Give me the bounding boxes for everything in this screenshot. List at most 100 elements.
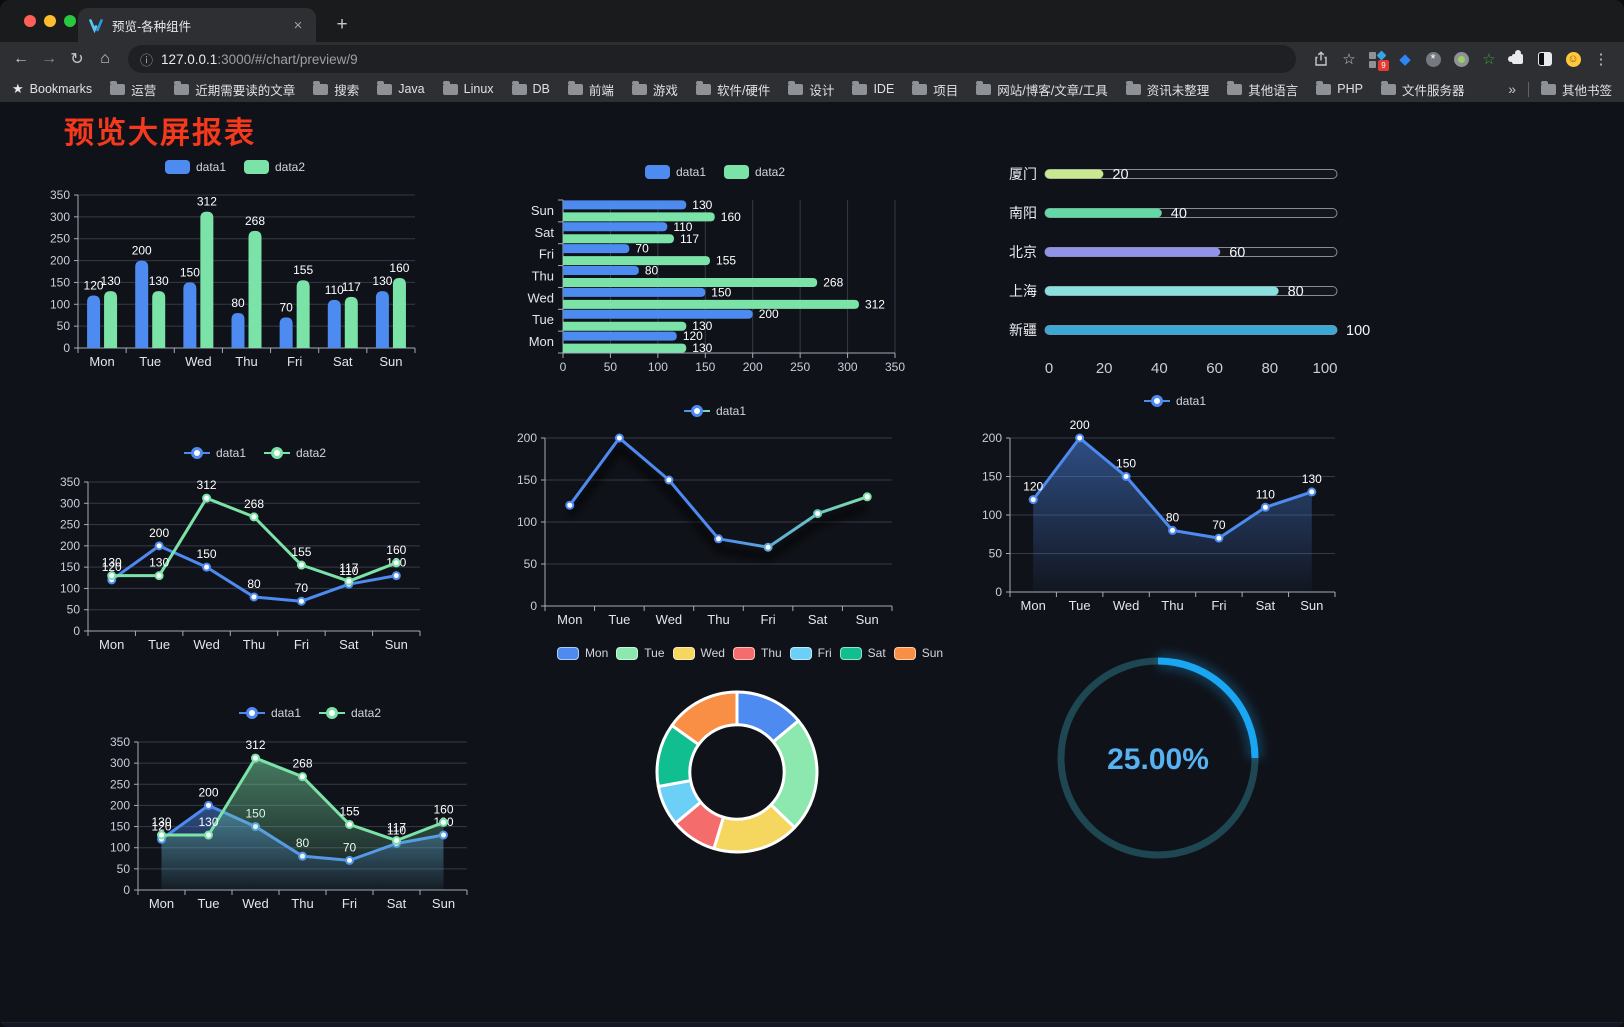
ext-dark-circle-icon[interactable]: * [1424,50,1442,68]
legend-item[interactable]: data1 [683,404,746,418]
bookmark-folder[interactable]: PHP [1316,80,1363,96]
svg-text:200: 200 [149,526,169,540]
chart-donut[interactable]: Mon Tue Wed Thu Fri Sat Sun [540,642,960,894]
chart-area-dual[interactable]: data1 data2 0 50 100 150 200 250 300 350 Mon Tue Wed… [95,702,525,920]
chart-canvas[interactable]: 25.00% [1020,636,1300,880]
bookmark-folder[interactable]: Java [377,80,425,96]
legend-item[interactable]: data2 [724,165,785,179]
legend-item[interactable]: Mon [556,646,608,660]
chart-canvas[interactable]: 0 50 100 150 200 Mon Tue Wed Thu Fri Sat Sun 120 200 1… [960,412,1390,612]
chart-legend: data1 [960,390,1390,412]
svg-text:Sat: Sat [333,354,353,369]
svg-text:Tue: Tue [198,896,220,911]
tab-close-icon[interactable]: × [293,16,303,34]
bookmarks-manager[interactable]: ★ Bookmarks [12,81,92,97]
svg-text:50: 50 [524,557,538,571]
legend-item[interactable]: Fri [789,646,832,660]
ext-gem-icon[interactable]: ◆ [1399,51,1411,68]
chart-canvas[interactable]: 0 50 100 150 200 250 300 350 Mon Tue Wed Thu Fri Sat S… [95,724,525,920]
bookmark-folder[interactable]: 运营 [110,80,156,99]
chart-grouped-bar[interactable]: data1 data2 0 50 100 150 200 250 300 350 Mon Tue Wed… [40,156,430,374]
bookmark-folder[interactable]: 网站/博客/文章/工具 [976,80,1108,99]
svg-text:117: 117 [387,821,406,835]
bookmark-folder[interactable]: 游戏 [631,80,678,99]
bookmark-star-icon[interactable]: ☆ [1342,51,1356,68]
chart-canvas[interactable]: 0 50 100 150 200 250 300 350 Mon Tue Wed Thu Fri Sat S… [40,464,470,660]
legend-item[interactable]: Tue [616,646,665,660]
svg-text:200: 200 [517,431,537,445]
chart-area-single[interactable]: data1 0 50 100 150 200 Mon Tue Wed Thu Fri Sat Sun 12… [960,390,1390,612]
svg-text:120: 120 [1023,480,1043,494]
new-tab-button[interactable]: + [336,14,348,35]
legend-item[interactable]: Thu [732,646,782,660]
legend-item[interactable]: data1 [644,165,706,179]
bookmark-folder[interactable]: 搜索 [313,80,359,99]
browser-tab[interactable]: 预览-各种组件 × [78,8,316,42]
ext-squares-icon[interactable]: 9 [1368,50,1389,71]
bookmarks-label: Bookmarks [29,82,93,96]
bookmark-folder[interactable]: 其他语言 [1227,80,1298,99]
site-info-icon[interactable]: ⓘ [140,52,154,68]
window-zoom-button[interactable] [64,15,76,27]
chart-city-progress[interactable]: 厦门 20 南阳 40 北京 60 上海 80 新疆 100 0 20 40 60 80 100 [960,154,1390,386]
svg-text:200: 200 [198,785,218,799]
back-icon[interactable]: ← [13,50,29,67]
legend-item[interactable]: data1 [183,446,246,460]
bookmark-folder[interactable]: 文件服务器 [1380,80,1464,99]
svg-text:150: 150 [110,820,130,834]
ext-green-circle-icon[interactable] [1452,50,1470,68]
svg-text:50: 50 [604,360,618,374]
window-close-button[interactable] [24,15,36,27]
svg-text:130: 130 [692,198,712,212]
chart-horizontal-bar[interactable]: data1 data2 0 50 100 150 200 250 300 350 Sun Sat Fri… [505,161,925,379]
reload-icon[interactable]: ↻ [70,51,84,68]
extensions-puzzle-icon[interactable] [1507,50,1526,68]
legend-item[interactable]: Sat [839,646,886,660]
forward-icon[interactable]: → [41,50,57,67]
bookmarks-overflow-icon[interactable]: » [1508,81,1516,97]
chart-canvas[interactable]: 0 50 100 150 200 250 300 350 Mon Tue Wed Thu Fri Sat S… [40,178,430,374]
bookmark-folder[interactable]: 项目 [912,80,958,99]
legend-item[interactable]: data1 [164,160,226,174]
url-bar[interactable]: ⓘ 127.0.0.1:3000/#/chart/preview/9 [128,45,1296,73]
legend-item[interactable]: data2 [264,446,326,460]
other-bookmarks-label: 其他书签 [1561,83,1612,98]
legend-item[interactable]: data2 [319,706,381,720]
bookmark-folder[interactable]: Linux [442,80,494,96]
window-minimize-button[interactable] [44,15,56,27]
chart-line-gradient[interactable]: data1 0 50 100 150 200 Mon Tue Wed Thu Fri Sat Sun [505,400,925,630]
browser-menu-icon[interactable]: ⋮ [1593,51,1609,68]
svg-text:130: 130 [692,319,712,333]
chart-canvas[interactable]: 厦门 20 南阳 40 北京 60 上海 80 新疆 100 0 20 40 60 80 100 [960,154,1390,386]
legend-item[interactable]: data1 [238,706,301,720]
svg-text:130: 130 [102,556,122,570]
svg-text:200: 200 [743,360,763,374]
bookmark-folder[interactable]: IDE [852,80,894,96]
bookmark-folder[interactable]: DB [511,80,550,96]
legend-item[interactable]: Wed [672,646,725,660]
legend-item[interactable]: data2 [244,160,305,174]
chart-canvas[interactable] [540,664,960,894]
other-bookmarks-folder[interactable]: 其他书签 [1540,80,1612,99]
legend-item[interactable]: Sun [893,646,943,660]
bookmark-folder[interactable]: 前端 [567,80,614,99]
ext-green-star-icon[interactable]: ☆ [1482,51,1496,68]
bookmark-folder[interactable]: 软件/硬件 [695,80,770,99]
chart-line-dual[interactable]: data1 data2 0 50 100 150 200 250 300 350 Mon Tue Wed… [40,442,470,660]
bookmark-folder[interactable]: 资讯未整理 [1125,80,1209,99]
home-icon[interactable]: ⌂ [100,50,110,67]
svg-text:Sun: Sun [856,612,879,627]
svg-text:200: 200 [1070,418,1090,432]
legend-item[interactable]: data1 [1143,394,1206,408]
ext-emoji-icon[interactable]: ☺ [1565,51,1581,67]
browser-toolbar: ← → ↻ ⌂ ⓘ 127.0.0.1:3000/#/chart/preview… [0,42,1624,76]
ext-contrast-icon[interactable] [1536,50,1554,68]
chart-canvas[interactable]: 0 50 100 150 200 250 300 350 Sun Sat Fri Thu Wed Tue M… [505,183,925,379]
svg-text:Fri: Fri [1211,598,1226,612]
chart-canvas[interactable]: 0 50 100 150 200 Mon Tue Wed Thu Fri Sat Sun [505,422,925,630]
chart-gauge-progress[interactable]: 25.00% [1020,636,1300,880]
share-icon[interactable] [1312,50,1330,68]
svg-text:150: 150 [197,547,217,561]
bookmark-folder[interactable]: 近期需要读的文章 [174,80,295,99]
bookmark-folder[interactable]: 设计 [788,80,834,99]
